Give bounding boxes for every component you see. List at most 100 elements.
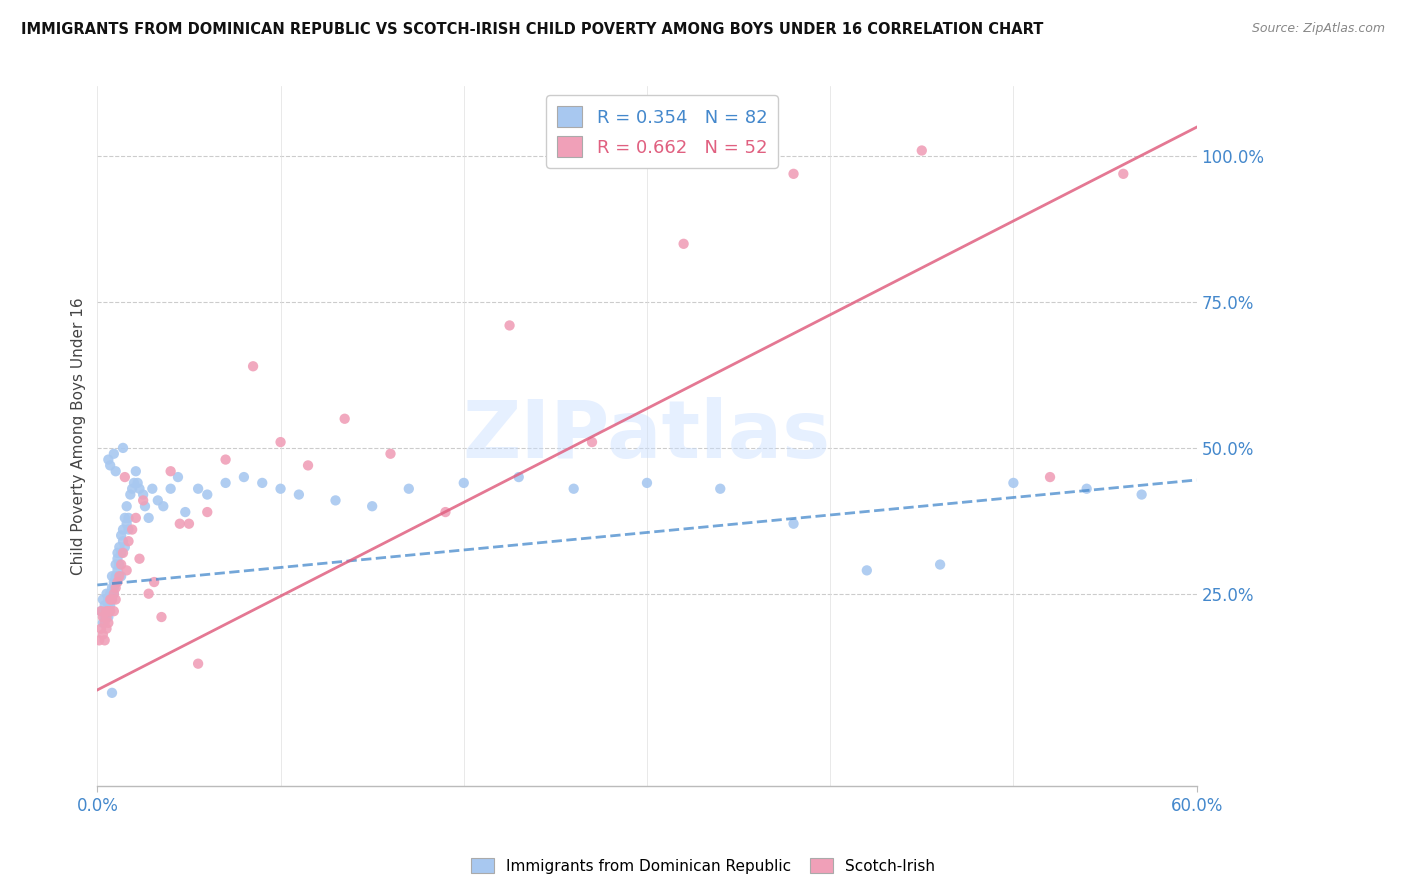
Point xyxy=(110,569,132,583)
Point xyxy=(214,475,236,490)
Point xyxy=(97,604,120,618)
Point xyxy=(636,475,658,490)
Point xyxy=(434,505,457,519)
Point xyxy=(93,615,115,630)
Point xyxy=(562,482,585,496)
Point xyxy=(103,604,125,618)
Point xyxy=(97,615,120,630)
Point xyxy=(103,587,125,601)
Point xyxy=(125,511,148,525)
Point xyxy=(146,493,169,508)
Point xyxy=(108,558,131,572)
Point xyxy=(97,592,120,607)
Point xyxy=(252,475,274,490)
Point xyxy=(110,546,132,560)
Point xyxy=(117,523,139,537)
Point xyxy=(128,482,150,496)
Point xyxy=(132,487,155,501)
Point xyxy=(103,575,125,590)
Point xyxy=(107,575,129,590)
Point xyxy=(111,534,134,549)
Point xyxy=(90,604,112,618)
Point xyxy=(242,359,264,374)
Point xyxy=(115,563,138,577)
Point xyxy=(91,615,114,630)
Point xyxy=(96,610,118,624)
Point xyxy=(128,551,150,566)
Point xyxy=(141,482,163,496)
Point xyxy=(138,511,160,525)
Text: IMMIGRANTS FROM DOMINICAN REPUBLIC VS SCOTCH-IRISH CHILD POVERTY AMONG BOYS UNDE: IMMIGRANTS FROM DOMINICAN REPUBLIC VS SC… xyxy=(21,22,1043,37)
Point xyxy=(159,464,181,478)
Point xyxy=(101,581,124,595)
Point xyxy=(453,475,475,490)
Point xyxy=(672,236,695,251)
Point xyxy=(91,627,114,641)
Point xyxy=(110,528,132,542)
Point xyxy=(159,482,181,496)
Point xyxy=(1112,167,1135,181)
Point xyxy=(125,464,148,478)
Point xyxy=(103,581,125,595)
Point xyxy=(380,447,402,461)
Point xyxy=(1039,470,1062,484)
Point xyxy=(121,482,143,496)
Point xyxy=(195,487,218,501)
Point xyxy=(111,546,134,560)
Point xyxy=(114,470,136,484)
Point xyxy=(93,610,115,624)
Point xyxy=(856,563,879,577)
Point xyxy=(782,167,804,181)
Point xyxy=(107,551,129,566)
Point xyxy=(91,592,114,607)
Point xyxy=(333,411,356,425)
Point xyxy=(97,610,120,624)
Point xyxy=(97,599,120,613)
Point xyxy=(120,487,142,501)
Point xyxy=(96,604,118,618)
Point xyxy=(138,587,160,601)
Point xyxy=(122,475,145,490)
Point xyxy=(104,575,127,590)
Point xyxy=(1130,487,1153,501)
Point xyxy=(782,516,804,531)
Point xyxy=(498,318,520,333)
Point xyxy=(1002,475,1025,490)
Legend: Immigrants from Dominican Republic, Scotch-Irish: Immigrants from Dominican Republic, Scot… xyxy=(465,852,941,880)
Point xyxy=(117,511,139,525)
Point xyxy=(111,441,134,455)
Point xyxy=(97,452,120,467)
Point xyxy=(101,592,124,607)
Point xyxy=(187,482,209,496)
Point xyxy=(96,622,118,636)
Point xyxy=(214,452,236,467)
Point xyxy=(110,558,132,572)
Point xyxy=(115,516,138,531)
Point xyxy=(270,482,292,496)
Point xyxy=(114,511,136,525)
Point xyxy=(581,435,603,450)
Point xyxy=(104,581,127,595)
Point xyxy=(104,558,127,572)
Point xyxy=(325,493,347,508)
Point xyxy=(134,500,156,514)
Point xyxy=(96,610,118,624)
Point xyxy=(101,686,124,700)
Point xyxy=(127,475,149,490)
Point xyxy=(152,500,174,514)
Point xyxy=(91,610,114,624)
Point xyxy=(108,540,131,554)
Point xyxy=(117,534,139,549)
Point xyxy=(98,599,121,613)
Point xyxy=(121,523,143,537)
Point xyxy=(97,604,120,618)
Point xyxy=(104,464,127,478)
Point xyxy=(508,470,530,484)
Point xyxy=(98,604,121,618)
Point xyxy=(107,546,129,560)
Point xyxy=(98,587,121,601)
Point xyxy=(93,633,115,648)
Point xyxy=(709,482,731,496)
Point xyxy=(107,563,129,577)
Point xyxy=(96,604,118,618)
